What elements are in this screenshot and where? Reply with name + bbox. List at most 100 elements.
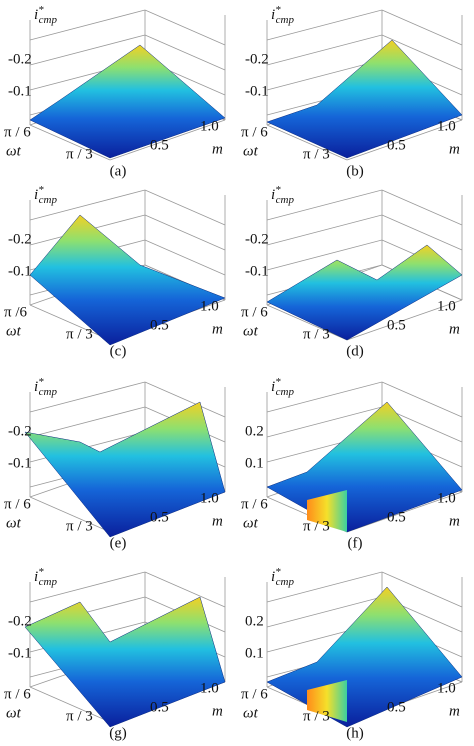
z-label-sup: * bbox=[38, 566, 44, 578]
x-tick-label: π / 6 bbox=[4, 124, 31, 140]
y-tick-label: 0.5 bbox=[387, 317, 406, 333]
z-tick-label: -0.1 bbox=[245, 83, 269, 99]
x-axis-label: ωt bbox=[243, 323, 259, 339]
y-axis-label: m bbox=[212, 703, 223, 719]
surface bbox=[266, 586, 463, 728]
x-tick-label: π / 6 bbox=[241, 496, 268, 512]
z-label-symbol: i bbox=[34, 187, 38, 203]
z-label-sub: cmp bbox=[276, 194, 295, 206]
z-tick-label: -0.2 bbox=[8, 423, 32, 439]
panel-caption: (d) bbox=[346, 343, 364, 359]
panel: i* cmp 0.2 0.1 π / 6 ωt π / 3 0.5 1.0 m (h) bbox=[241, 566, 463, 741]
y-tick-label: 1.0 bbox=[200, 680, 219, 696]
x-tick-label: π /6 bbox=[4, 304, 27, 320]
panel-caption: (e) bbox=[110, 535, 127, 551]
z-tick-label: 0.2 bbox=[245, 613, 264, 629]
panel: i* cmp -0.2 -0.1 π / 6 ωt π / 3 0.5 1.0 m (e) bbox=[4, 376, 226, 551]
panel-caption: (c) bbox=[110, 343, 127, 359]
z-label-sup: * bbox=[275, 376, 281, 388]
y-axis-label: m bbox=[449, 513, 460, 529]
surface bbox=[29, 44, 226, 159]
z-axis-label: i* cmp bbox=[271, 566, 294, 588]
panel-caption: (h) bbox=[346, 725, 364, 741]
z-label-symbol: i bbox=[34, 379, 38, 395]
z-axis-label: i* cmp bbox=[271, 4, 294, 26]
z-label-symbol: i bbox=[271, 569, 275, 585]
y-tick-label: 0.5 bbox=[387, 509, 406, 525]
z-tick-label: -0.2 bbox=[245, 51, 269, 67]
z-tick-label: -0.2 bbox=[8, 231, 32, 247]
panel-caption: (f) bbox=[348, 535, 363, 551]
z-label-sub: cmp bbox=[39, 194, 58, 206]
panel: i* cmp -0.2 -0.1 π / 6 ωt π / 3 0.5 1.0 m (g) bbox=[4, 566, 226, 741]
y-axis-label: m bbox=[212, 141, 223, 157]
z-axis-label: i* cmp bbox=[271, 376, 294, 398]
z-label-sub: cmp bbox=[39, 576, 58, 588]
surface bbox=[24, 401, 226, 538]
x-axis-label: ωt bbox=[6, 705, 22, 721]
y-tick-label: 0.5 bbox=[387, 699, 406, 715]
z-label-sub: cmp bbox=[276, 14, 295, 26]
z-label-sup: * bbox=[38, 376, 44, 388]
x-tick-label: π / 6 bbox=[241, 304, 268, 320]
x-axis-label: ωt bbox=[243, 705, 259, 721]
z-tick-label: -0.1 bbox=[8, 645, 32, 661]
z-tick-label: -0.1 bbox=[8, 455, 32, 471]
surface bbox=[266, 39, 463, 159]
x-tick-label: π / 3 bbox=[66, 146, 93, 162]
z-tick-label: -0.1 bbox=[8, 263, 32, 279]
y-tick-label: 1.0 bbox=[200, 298, 219, 314]
x-tick-label: π / 3 bbox=[303, 518, 330, 534]
y-axis-label: m bbox=[449, 141, 460, 157]
y-axis-label: m bbox=[212, 321, 223, 337]
x-tick-label: π / 6 bbox=[4, 686, 31, 702]
x-tick-label: π / 3 bbox=[66, 326, 93, 342]
surface bbox=[24, 596, 226, 728]
z-label-sub: cmp bbox=[276, 576, 295, 588]
y-tick-label: 1.0 bbox=[437, 118, 456, 134]
x-tick-label: π / 6 bbox=[241, 686, 268, 702]
y-tick-label: 1.0 bbox=[437, 490, 456, 506]
panel: i* cmp -0.2 -0.1 π / 6 ωt π / 3 0.5 1.0 m (d) bbox=[241, 184, 463, 359]
z-label-symbol: i bbox=[34, 7, 38, 23]
panel: i* cmp -0.2 -0.1 π / 6 ωt π / 3 0.5 1.0 m (b) bbox=[241, 4, 463, 179]
z-label-sup: * bbox=[275, 4, 281, 16]
surface-front bbox=[307, 680, 347, 722]
x-tick-label: π / 3 bbox=[303, 146, 330, 162]
z-tick-label: -0.1 bbox=[245, 263, 269, 279]
z-axis-label: i* cmp bbox=[34, 566, 57, 588]
x-axis-label: ωt bbox=[6, 515, 22, 531]
y-tick-label: 0.5 bbox=[150, 137, 169, 153]
z-label-sub: cmp bbox=[276, 386, 295, 398]
x-axis-label: ωt bbox=[6, 323, 22, 339]
panel-caption: (b) bbox=[346, 163, 364, 179]
surface bbox=[266, 244, 463, 341]
x-tick-label: π / 3 bbox=[303, 708, 330, 724]
x-tick-label: π / 6 bbox=[241, 124, 268, 140]
y-tick-label: 0.5 bbox=[150, 699, 169, 715]
panel: i* cmp -0.2 -0.1 π / 6 ωt π / 3 0.5 1.0 m (a) bbox=[4, 4, 226, 179]
x-tick-label: π / 3 bbox=[66, 518, 93, 534]
x-axis-label: ωt bbox=[6, 143, 22, 159]
z-label-sup: * bbox=[275, 184, 281, 196]
y-tick-label: 0.5 bbox=[387, 137, 406, 153]
x-axis-label: ωt bbox=[243, 515, 259, 531]
z-label-sup: * bbox=[275, 566, 281, 578]
z-label-symbol: i bbox=[271, 379, 275, 395]
y-tick-label: 1.0 bbox=[200, 118, 219, 134]
z-label-symbol: i bbox=[271, 7, 275, 23]
surface bbox=[29, 214, 226, 346]
y-axis-label: m bbox=[449, 703, 460, 719]
panel: i* cmp -0.2 -0.1 π /6 ωt π / 3 0.5 1.0 m (c) bbox=[4, 184, 226, 359]
y-axis-label: m bbox=[212, 513, 223, 529]
z-axis-label: i* cmp bbox=[34, 4, 57, 26]
z-tick-label: 0.1 bbox=[245, 645, 264, 661]
x-tick-label: π / 6 bbox=[4, 496, 31, 512]
panel: i* cmp 0.2 0.1 π / 6 ωt π / 3 0.5 1.0 m (f) bbox=[241, 376, 463, 551]
z-label-sup: * bbox=[38, 184, 44, 196]
x-axis-label: ωt bbox=[243, 143, 259, 159]
z-tick-label: -0.1 bbox=[8, 83, 32, 99]
z-label-symbol: i bbox=[271, 187, 275, 203]
y-tick-label: 0.5 bbox=[150, 317, 169, 333]
